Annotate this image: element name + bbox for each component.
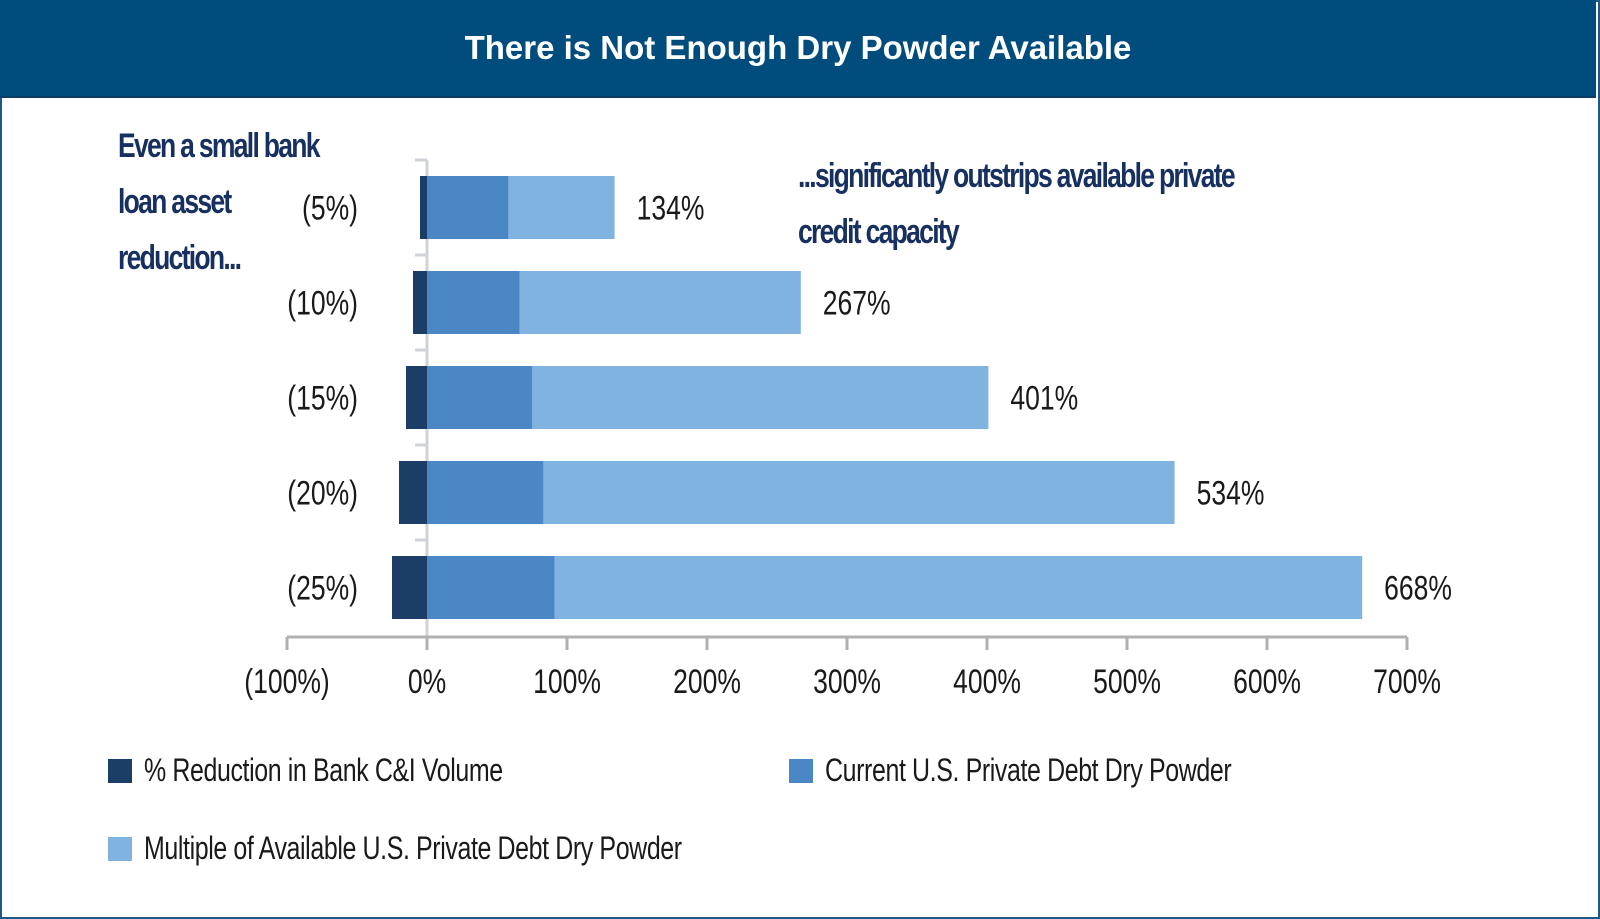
x-tick-label: 0% <box>408 663 446 701</box>
category-label: (20%) <box>287 474 358 512</box>
annotation-right-line: ...significantly outstrips available pri… <box>798 157 1236 195</box>
legend-swatch-reduction <box>108 758 132 783</box>
annotation-left-line: reduction... <box>118 239 242 277</box>
bar-multiple <box>427 461 1175 524</box>
annotation-right-line: credit capacity <box>798 213 960 251</box>
legend-label-reduction: % Reduction in Bank C&I Volume <box>144 752 503 788</box>
legend-swatch-current <box>789 758 813 783</box>
x-tick-label: 200% <box>673 663 741 701</box>
chart-title: There is Not Enough Dry Powder Available <box>464 29 1132 66</box>
bar-current <box>427 366 532 429</box>
data-label: 401% <box>1010 379 1078 417</box>
category-label: (10%) <box>287 284 358 322</box>
category-label: (5%) <box>302 189 358 227</box>
legend-item-reduction: % Reduction in Bank C&I Volume <box>108 752 604 789</box>
x-tick-label: 600% <box>1233 663 1301 701</box>
legend-item-current: Current U.S. Private Debt Dry Powder <box>789 752 1346 789</box>
bar-multiple <box>427 556 1363 619</box>
bar-reduction <box>413 271 427 334</box>
x-tick-label: (100%) <box>244 663 329 701</box>
bar-reduction <box>420 176 427 239</box>
annotation-left-line: loan asset <box>118 183 232 221</box>
category-label: (15%) <box>287 379 358 417</box>
data-label: 668% <box>1384 569 1452 607</box>
bar-reduction <box>392 556 427 619</box>
legend-label-multiple: Multiple of Available U.S. Private Debt … <box>144 830 682 866</box>
bar-current <box>427 556 555 619</box>
data-label: 534% <box>1197 474 1265 512</box>
x-tick-label: 100% <box>533 663 601 701</box>
data-label: 134% <box>637 189 705 227</box>
data-label: 267% <box>823 284 891 322</box>
x-tick-label: 700% <box>1373 663 1441 701</box>
annotation-right: ...significantly outstrips available pri… <box>798 148 1391 260</box>
title-banner: There is Not Enough Dry Powder Available <box>0 0 1596 98</box>
legend-swatch-multiple <box>108 836 132 861</box>
x-tick-label: 500% <box>1093 663 1161 701</box>
bar-reduction <box>406 366 427 429</box>
x-tick-label: 400% <box>953 663 1021 701</box>
bar-current <box>427 271 520 334</box>
legend-item-multiple: Multiple of Available U.S. Private Debt … <box>108 830 833 867</box>
bar-current <box>427 461 544 524</box>
bar-current <box>427 176 509 239</box>
bar-reduction <box>399 461 427 524</box>
category-label: (25%) <box>287 569 358 607</box>
annotation-left-line: Even a small bank <box>118 127 321 165</box>
annotation-left: Even a small bank loan asset reduction..… <box>118 118 352 286</box>
x-tick-label: 300% <box>813 663 881 701</box>
legend-label-current: Current U.S. Private Debt Dry Powder <box>825 752 1232 788</box>
